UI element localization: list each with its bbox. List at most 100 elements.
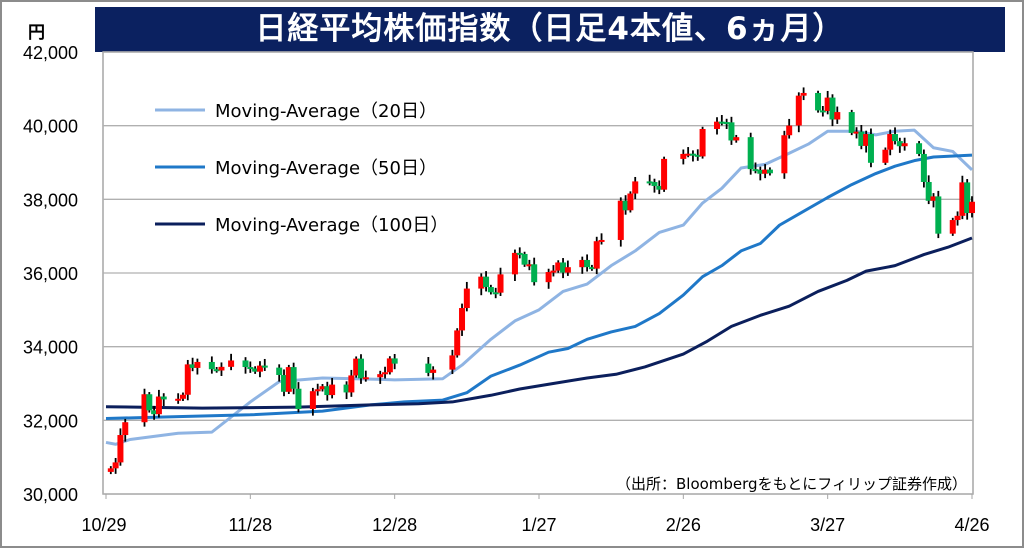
candle-body (357, 358, 364, 379)
candle (107, 466, 114, 475)
candle-body (762, 169, 769, 174)
candle (213, 366, 220, 373)
candle-body (819, 110, 826, 113)
candle (463, 281, 470, 312)
candle (858, 125, 865, 150)
x-tick-label: 3/27 (810, 515, 845, 535)
legend: Moving-Average（20日） Moving-Average（50日） Mo… (155, 101, 448, 236)
candle-body (463, 288, 470, 309)
candle (728, 116, 735, 145)
candle-body (815, 92, 822, 111)
candle-body (685, 153, 692, 156)
y-tick-label: 40,000 (23, 117, 78, 137)
candle (324, 381, 331, 401)
candle-body (228, 360, 235, 367)
candle (916, 141, 923, 157)
candle (564, 260, 571, 276)
candle-body (319, 386, 326, 390)
candle (430, 366, 437, 380)
candle (391, 353, 398, 370)
y-tick-label: 36,000 (23, 264, 78, 284)
candle (925, 175, 932, 205)
candle (920, 149, 927, 188)
candle-body (218, 366, 225, 371)
candle-body (598, 239, 605, 242)
candle-body (184, 364, 191, 395)
candle-body (694, 154, 701, 157)
candle-body (179, 394, 186, 399)
candle-body (930, 196, 937, 201)
candle-body (795, 95, 802, 126)
candle (247, 361, 254, 373)
candle-body (478, 276, 485, 289)
candle (362, 370, 369, 382)
candle (261, 358, 268, 371)
source-note: （出所：Bloombergをもとにフィリップ証券作成） (616, 475, 967, 493)
candle (189, 357, 196, 372)
y-axis-unit: 円 (28, 23, 45, 43)
candle-body (916, 143, 923, 154)
candle-body (194, 361, 201, 368)
candle (714, 117, 721, 135)
y-axis-ticks: 30,000 32,000 34,000 36,000 38,000 40,000 42,0… (23, 43, 78, 505)
candle (155, 389, 162, 418)
candle (141, 388, 148, 427)
candle (285, 364, 292, 394)
candle-body (747, 137, 754, 170)
candle (343, 381, 350, 400)
candle-body (425, 363, 432, 373)
candle-body (256, 365, 263, 372)
candle (295, 382, 302, 413)
candle-body (430, 369, 437, 373)
candle-body (160, 396, 167, 400)
candle (848, 109, 855, 136)
candle (747, 132, 754, 175)
candle-body (511, 252, 518, 275)
candle-body (632, 181, 639, 194)
candle (949, 217, 956, 236)
candle (656, 180, 663, 195)
candle-body (949, 220, 956, 234)
candle (386, 356, 393, 375)
candle-body (853, 131, 860, 134)
candle-body (786, 125, 793, 136)
chart-title: 日経平均株価指数（日足4本値、6ヵ月） (95, 7, 1005, 52)
candle-body (954, 215, 961, 221)
candle-body (276, 367, 283, 375)
candle (112, 457, 119, 474)
candle-body (516, 252, 523, 255)
candle (819, 105, 826, 117)
candle (598, 233, 605, 245)
candle (694, 149, 701, 161)
candle (685, 147, 692, 158)
candle (425, 357, 432, 377)
x-tick-label: 12/28 (372, 515, 417, 535)
candle (160, 393, 167, 407)
x-tick-label: 1/27 (521, 515, 556, 535)
candle-body (651, 182, 658, 186)
candle-body (454, 330, 461, 356)
candle-body (752, 169, 759, 172)
candle-body (925, 181, 932, 201)
candle-body (247, 367, 254, 370)
candle-body (699, 128, 706, 157)
candle (545, 268, 552, 289)
candle-body (112, 462, 119, 469)
candle (218, 362, 225, 376)
candle-body (964, 182, 971, 214)
candle-body (848, 112, 855, 133)
candle-body (449, 355, 456, 370)
candle (281, 369, 288, 397)
candle (829, 94, 836, 127)
x-tick-label: 2/26 (666, 515, 701, 535)
candle (781, 130, 788, 179)
candle (867, 128, 874, 168)
candle (733, 134, 740, 143)
legend-label-100: Moving-Average（100日） (215, 215, 448, 236)
candle (959, 175, 966, 220)
candle-body (588, 267, 595, 270)
candle-body (901, 143, 908, 147)
candle (314, 383, 321, 396)
candle (252, 366, 259, 374)
